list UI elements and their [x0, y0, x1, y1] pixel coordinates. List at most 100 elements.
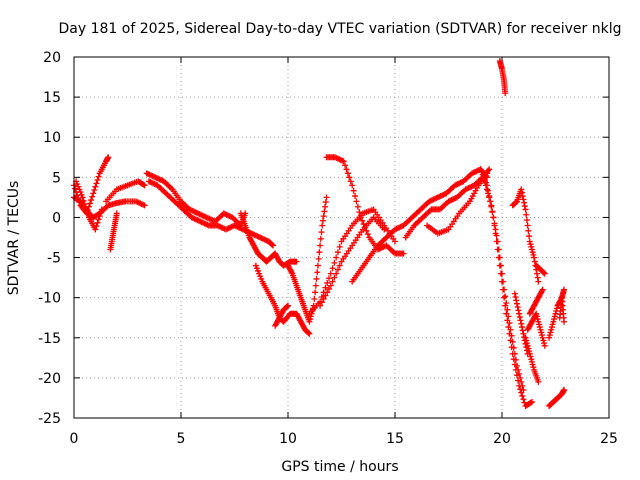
- data-point: [561, 318, 568, 325]
- data-point: [526, 238, 533, 245]
- data-point: [546, 332, 553, 339]
- data-point: [506, 320, 513, 327]
- data-point: [317, 235, 324, 242]
- data-point: [85, 203, 92, 210]
- data-point: [516, 310, 523, 317]
- data-point: [521, 199, 528, 206]
- data-point: [526, 233, 533, 240]
- data-point: [502, 293, 509, 300]
- x-tick-label: 25: [600, 431, 618, 447]
- data-point: [561, 286, 568, 293]
- y-tick-label: -20: [38, 371, 61, 387]
- series-seg-ac: [546, 386, 568, 409]
- series-seg-g: [145, 178, 277, 249]
- data-point: [520, 330, 527, 337]
- series-seg-h: [237, 210, 300, 269]
- data-point: [505, 313, 512, 320]
- data-point: [334, 249, 341, 256]
- data-point: [333, 254, 340, 261]
- series-seg-f: [143, 170, 249, 229]
- data-point: [336, 243, 343, 250]
- data-point: [519, 327, 526, 334]
- data-point: [317, 302, 324, 309]
- data-point: [527, 353, 534, 360]
- data-point: [326, 285, 333, 292]
- data-point: [513, 297, 520, 304]
- x-tick-labels: 0 5 10 15 20 25: [70, 431, 618, 447]
- y-tick-label: 10: [43, 130, 61, 146]
- data-point: [530, 364, 537, 371]
- x-tick-label: 5: [177, 431, 186, 447]
- data-point: [284, 303, 291, 310]
- data-point: [92, 183, 99, 190]
- data-point: [340, 158, 347, 165]
- data-point: [497, 262, 504, 269]
- data-point: [504, 306, 511, 313]
- data-point: [510, 344, 517, 351]
- data-point: [331, 259, 338, 266]
- data-point: [480, 174, 487, 181]
- data-point: [141, 202, 148, 209]
- data-point: [531, 258, 538, 265]
- data-point: [490, 214, 497, 221]
- data-point: [312, 289, 319, 296]
- data-point: [547, 329, 554, 336]
- data-point: [74, 181, 81, 188]
- data-point: [90, 190, 97, 197]
- data-point: [327, 282, 334, 289]
- data-point: [400, 250, 407, 257]
- series-seg-l: [306, 206, 398, 317]
- y-tick-label: 15: [43, 90, 61, 106]
- series-seg-w: [522, 334, 542, 385]
- data-point: [318, 229, 325, 236]
- data-point: [516, 314, 523, 321]
- data-point: [512, 293, 519, 300]
- data-point: [359, 217, 366, 224]
- data-point: [530, 251, 537, 258]
- data-point: [513, 362, 520, 369]
- series-seg-p: [402, 166, 493, 241]
- series-seg-z: [524, 310, 548, 349]
- data-point: [481, 178, 488, 185]
- data-point: [82, 204, 89, 211]
- data-point: [313, 275, 320, 282]
- data-point: [529, 249, 536, 256]
- data-point: [491, 220, 498, 227]
- data-point: [523, 340, 530, 347]
- data-point: [536, 321, 543, 328]
- data-point: [95, 216, 102, 223]
- data-point: [535, 278, 542, 285]
- data-point: [523, 337, 530, 344]
- y-tick-label: -15: [38, 331, 61, 347]
- data-point: [392, 238, 398, 245]
- series-seg-s: [481, 178, 527, 393]
- data-point: [550, 318, 557, 325]
- data-point: [484, 186, 491, 193]
- data-point: [322, 203, 329, 210]
- data-point: [535, 378, 542, 385]
- data-point: [288, 269, 295, 276]
- data-point: [489, 208, 496, 215]
- data-point: [97, 209, 104, 216]
- data-point: [78, 191, 85, 198]
- data-point: [347, 178, 354, 185]
- series-seg-v: [511, 290, 531, 357]
- data-point: [528, 356, 535, 363]
- series-seg-t: [496, 58, 509, 97]
- data-point: [518, 324, 525, 331]
- data-point: [360, 221, 367, 228]
- data-point: [531, 254, 538, 261]
- data-point: [318, 299, 325, 306]
- data-point: [252, 262, 259, 269]
- data-point: [529, 361, 536, 368]
- series-seg-ab: [556, 294, 568, 325]
- plot-frame: [73, 56, 610, 419]
- series-seg-b: [71, 194, 148, 221]
- data-point: [75, 183, 82, 190]
- x-tick-label: 20: [493, 431, 511, 447]
- data-point: [91, 187, 98, 194]
- data-point: [551, 316, 558, 323]
- data-point: [306, 330, 313, 337]
- data-point: [344, 170, 351, 177]
- grid: [74, 57, 609, 418]
